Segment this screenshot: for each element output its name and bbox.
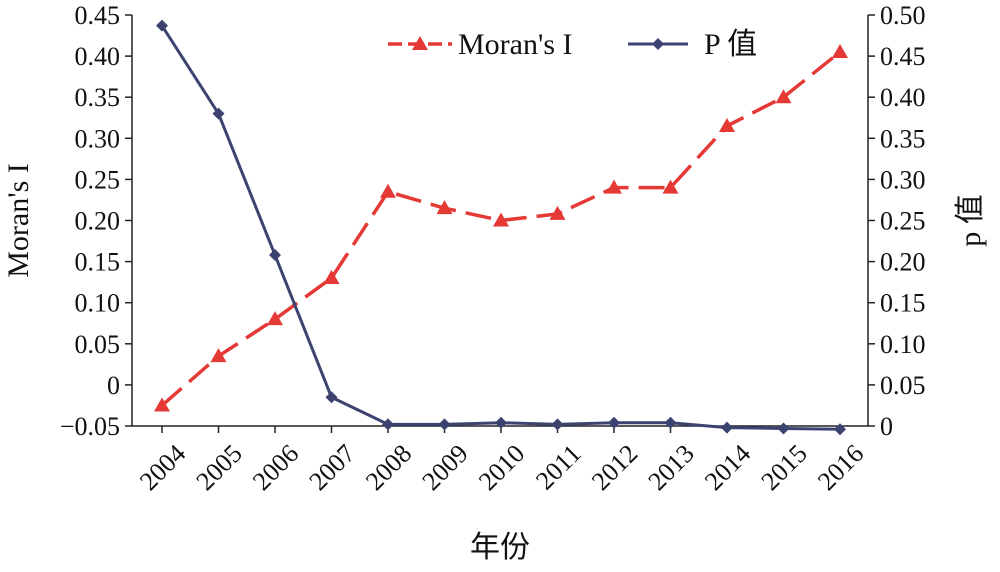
x-tick-label: 2011 [530,439,587,496]
right-tick-label: 0.05 [880,371,926,400]
data-point-marker [436,200,453,215]
right-tick-label: 0.20 [880,248,926,277]
data-point-marker [212,107,225,120]
data-point-marker [664,416,677,429]
data-point-marker [608,416,620,429]
data-point-marker [323,270,340,285]
right-tick-label: 0.50 [880,1,926,30]
x-tick-label: 2014 [699,439,756,496]
right-tick-label: 0.15 [880,289,926,318]
left-tick-label: 0.45 [75,1,121,30]
x-tick-label: 2013 [642,439,699,496]
x-tick-label: 2016 [812,439,869,496]
left-tick-label: 0.10 [75,289,121,318]
left-tick-label: 0.05 [75,330,121,359]
legend-marker [652,38,664,50]
right-tick-label: 0 [880,412,893,441]
left-tick-label: 0.20 [75,207,121,236]
x-tick-label: 2009 [416,439,473,496]
data-point-marker [325,391,338,404]
left-tick-label: 0.30 [75,124,121,153]
data-point-marker [551,418,564,431]
left-tick-label: 0.15 [75,248,121,277]
data-point-marker [269,249,281,262]
data-point-marker [721,421,733,434]
data-point-marker [493,212,509,227]
data-point-marker [662,179,679,194]
right-tick-label: 0.45 [880,42,926,71]
right-tick-label: 0.35 [880,124,926,153]
data-point-marker [267,311,283,326]
data-point-marker [834,423,846,436]
x-tick-label: 2008 [360,439,417,496]
left-tick-label: 0 [107,371,120,400]
data-point-marker [549,205,566,220]
data-point-marker [380,183,396,198]
data-point-marker [438,418,451,431]
legend-label: P 值 [704,28,757,61]
data-point-marker [156,19,168,32]
right-tick-label: 0.25 [880,207,926,236]
left-y-axis-title: Moran's I [2,163,35,278]
data-point-marker [210,348,227,363]
data-point-marker [606,179,622,194]
x-tick-label: 2004 [134,439,191,496]
series-line [160,24,841,431]
data-point-marker [495,416,507,429]
right-tick-label: 0.10 [880,330,926,359]
left-tick-label: 0.25 [75,165,121,194]
x-tick-label: 2012 [586,439,643,496]
legend-label: Moran's I [458,28,573,61]
data-point-marker [775,89,792,104]
data-point-marker [382,418,394,431]
x-tick-label: 2007 [303,439,360,496]
legend-marker [412,36,428,50]
right-tick-label: 0.40 [880,83,926,112]
data-point-marker [777,422,790,435]
left-tick-label: −0.05 [60,412,120,441]
data-point-marker [719,117,735,132]
data-point-marker [832,43,848,58]
x-tick-label: 2010 [473,439,530,496]
x-tick-label: 2005 [190,439,247,496]
right-tick-label: 0.30 [880,165,926,194]
x-tick-label: 2015 [755,439,812,496]
x-tick-label: 2006 [247,439,304,496]
left-tick-label: 0.40 [75,42,121,71]
data-point-marker [154,397,170,412]
x-axis-title: 年份 [470,531,530,564]
right-y-axis-title: p 值 [954,194,987,247]
left-tick-label: 0.35 [75,83,121,112]
